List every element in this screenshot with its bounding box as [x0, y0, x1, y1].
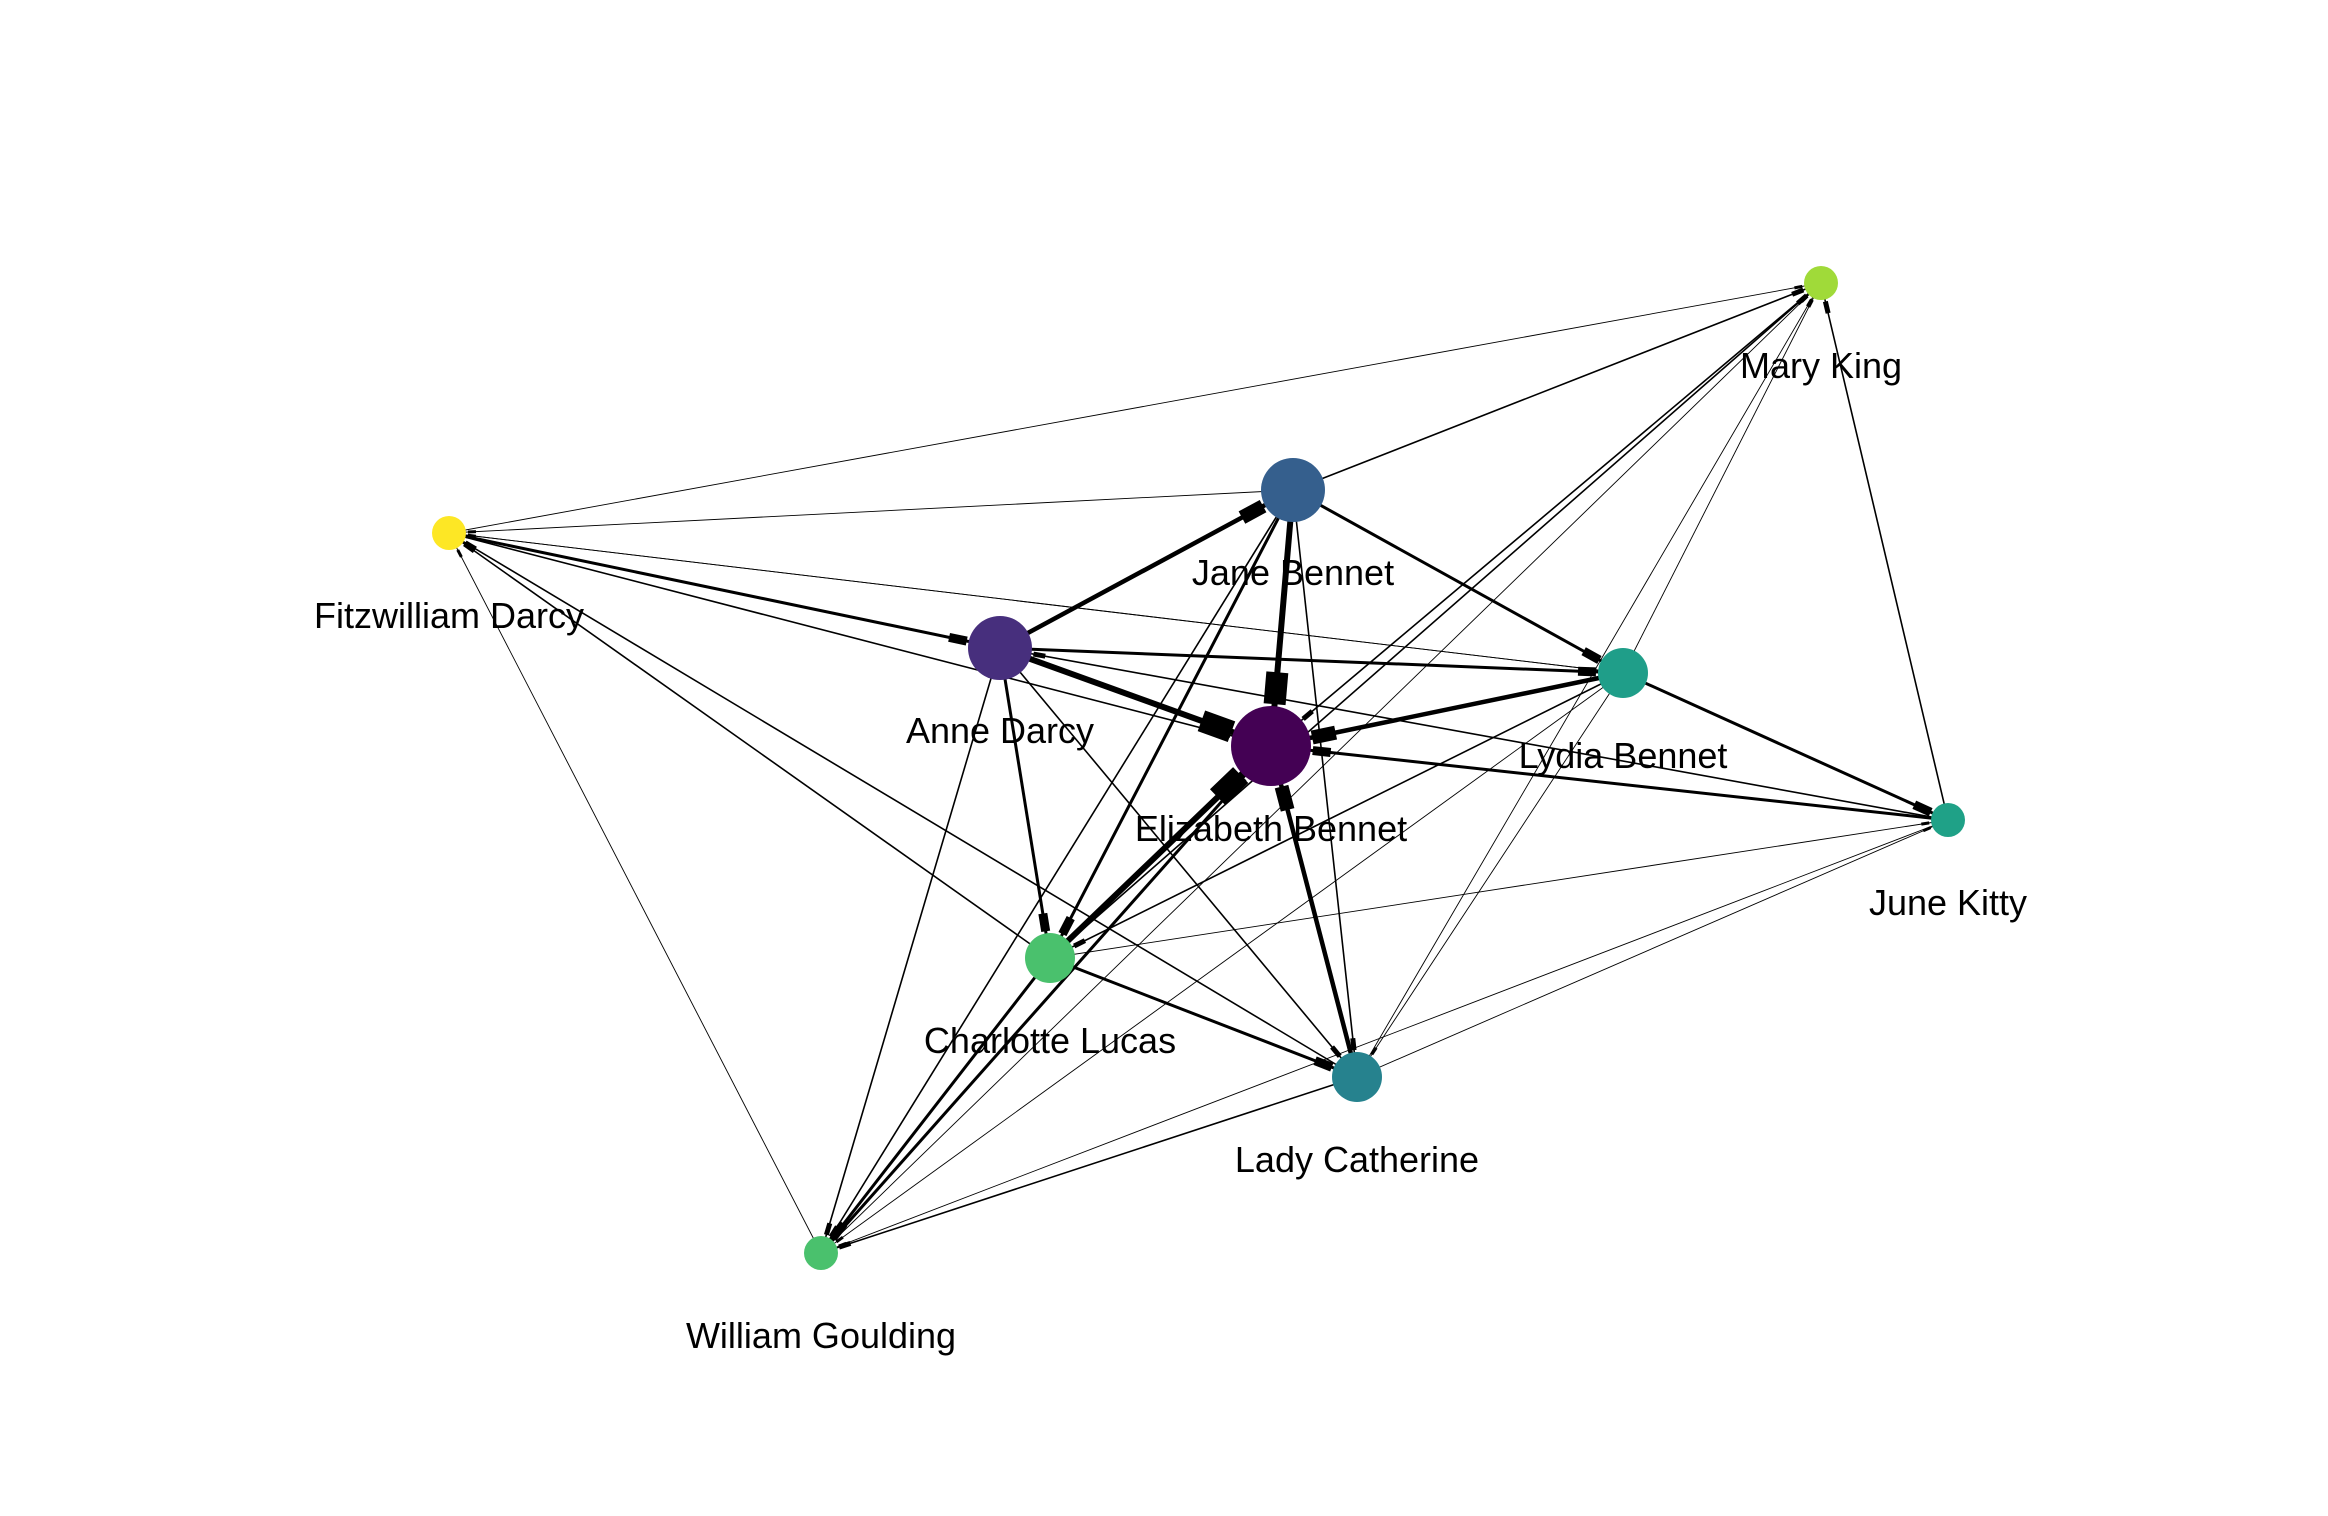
edge-arrow-anne-lady: [1330, 1045, 1342, 1058]
edge-lydia-charlotte: [1049, 672, 1624, 959]
edge-jane-fitz: [448, 489, 1294, 534]
edge-june-william: [820, 819, 1949, 1254]
node-jane: [1261, 458, 1325, 522]
node-label-anne: Anne Darcy: [906, 710, 1094, 751]
edges-layer: [448, 282, 1949, 1254]
edge-jane-mary: [1292, 282, 1822, 491]
edge-lydia-mary: [1622, 282, 1822, 674]
edge-arrow-charlotte-lady: [1313, 1056, 1334, 1072]
node-lady: [1332, 1052, 1382, 1102]
edge-arrow-june-anne: [1033, 651, 1046, 659]
node-label-mary: Mary King: [1740, 345, 1902, 386]
edge-arrow-william-fitz: [456, 549, 463, 558]
edge-jane-charlotte: [1048, 489, 1295, 959]
edge-arrow-lydia-william: [835, 1235, 844, 1244]
edge-arrow-fitz-elizabeth: [1218, 730, 1231, 738]
edge-anne-charlotte: [998, 647, 1052, 959]
edge-arrow-lydia-lady: [1370, 1046, 1378, 1056]
node-lydia: [1598, 648, 1648, 698]
edge-lydia-william: [820, 672, 1624, 1254]
node-william: [804, 1236, 838, 1270]
edge-charlotte-william: [819, 957, 1052, 1254]
edge-william-fitz: [448, 532, 822, 1254]
edge-fitz-mary: [448, 282, 1822, 534]
edge-arrow-lady-mary: [1806, 298, 1813, 308]
node-charlotte: [1025, 933, 1075, 983]
node-label-william: William Goulding: [686, 1315, 956, 1356]
edge-arrow-june-william: [838, 1241, 847, 1248]
edge-arrow-lady-elizabeth: [1274, 784, 1295, 812]
edge-fitz-lydia: [448, 532, 1624, 674]
edge-arrow-charlotte-june: [1921, 821, 1930, 826]
labels-layer: Elizabeth Bennet Anne Darcy Jane Bennet Lyd…: [314, 345, 2027, 1356]
edge-arrow-fitz-anne: [948, 632, 968, 646]
edge-charlotte-mary: [1049, 282, 1822, 959]
edge-arrow-jane-mary: [1791, 287, 1805, 297]
edge-arrow-fitz-lydia: [1588, 667, 1597, 672]
edge-arrow-mary-elizabeth: [1301, 709, 1314, 721]
node-fitz: [432, 516, 466, 550]
edge-arrow-anne-charlotte: [1038, 912, 1051, 933]
node-label-elizabeth: Elizabeth Bennet: [1135, 808, 1407, 849]
edge-anne-william: [820, 647, 1001, 1254]
edge-arrow-lydia-elizabeth: [1310, 725, 1338, 745]
edge-fitz-elizabeth: [448, 532, 1272, 747]
edge-anne-lady: [999, 647, 1358, 1078]
node-mary: [1804, 266, 1838, 300]
node-label-charlotte: Charlotte Lucas: [924, 1020, 1176, 1061]
edge-arrow-william-mary: [1800, 295, 1809, 303]
edge-arrow-lady-fitz: [464, 540, 477, 552]
edge-jane-lydia: [1292, 488, 1624, 675]
edge-lady-fitz: [448, 532, 1358, 1078]
edge-william-mary: [820, 282, 1822, 1254]
node-anne: [968, 616, 1032, 680]
edge-jane-william: [820, 489, 1294, 1254]
edge-lady-june: [1356, 819, 1949, 1078]
edge-lydia-june: [1622, 671, 1949, 822]
node-label-fitz: Fitzwilliam Darcy: [314, 595, 584, 636]
edge-arrow-anne-elizabeth: [1197, 710, 1236, 743]
node-label-jane: Jane Bennet: [1192, 552, 1394, 593]
edge-arrow-fitz-mary: [1794, 284, 1803, 290]
node-label-lady: Lady Catherine: [1235, 1139, 1479, 1180]
edge-lady-william: [820, 1076, 1358, 1254]
edge-arrow-william-elizabeth: [1227, 774, 1247, 794]
edge-lady-mary: [1356, 282, 1822, 1078]
edge-arrow-jane-charlotte: [1058, 915, 1075, 937]
edge-arrow-charlotte-william: [829, 1221, 848, 1241]
edge-arrow-anne-lydia: [1577, 666, 1597, 677]
edge-arrow-anne-william: [823, 1222, 833, 1236]
edge-june-anne: [999, 647, 1949, 821]
edge-arrow-anne-jane: [1238, 499, 1267, 524]
edge-jane-lady: [1292, 489, 1358, 1078]
edge-arrow-jane-elizabeth: [1263, 671, 1289, 706]
edge-june-mary: [1820, 282, 1949, 821]
edge-fitz-anne: [448, 531, 1001, 650]
edge-arrow-lydia-charlotte: [1073, 938, 1087, 949]
edge-arrow-lady-june: [1922, 826, 1932, 833]
edge-arrow-lydia-june: [1912, 800, 1933, 817]
edge-lydia-lady: [1356, 672, 1624, 1078]
edge-june-elizabeth: [1270, 744, 1949, 822]
edge-charlotte-june: [1049, 819, 1949, 959]
edge-arrow-jane-lydia: [1581, 647, 1602, 664]
node-elizabeth: [1231, 706, 1311, 786]
node-label-june: June Kitty: [1869, 882, 2027, 923]
nodes-layer: [432, 266, 1965, 1270]
node-label-lydia: Lydia Bennet: [1519, 735, 1728, 776]
edge-arrow-june-mary: [1822, 300, 1831, 314]
edge-charlotte-fitz: [448, 532, 1051, 959]
edge-charlotte-lady: [1049, 956, 1358, 1079]
edge-mary-elizabeth: [1270, 282, 1822, 747]
node-june: [1931, 803, 1965, 837]
